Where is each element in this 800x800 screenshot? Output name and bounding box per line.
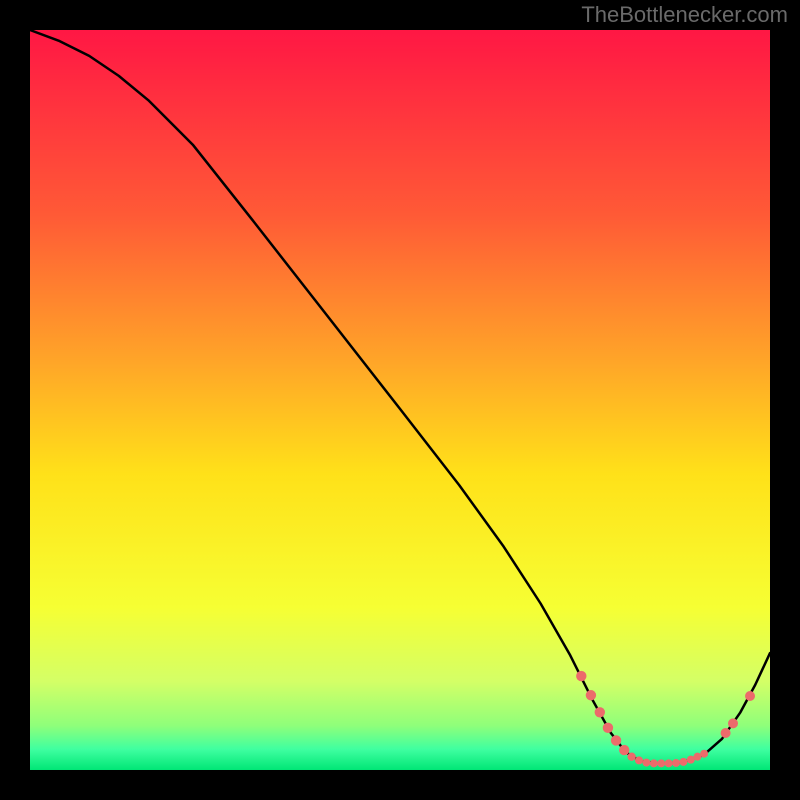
watermark-label: TheBottlenecker.com <box>581 2 788 27</box>
curve-marker <box>721 728 731 738</box>
curve-marker <box>665 759 673 767</box>
curve-marker <box>728 718 738 728</box>
curve-marker <box>603 723 613 733</box>
gradient-background <box>30 30 770 770</box>
chart-frame: TheBottlenecker.com <box>0 0 800 800</box>
curve-marker <box>586 690 596 700</box>
curve-marker <box>595 707 605 717</box>
curve-marker <box>576 671 586 681</box>
curve-marker <box>635 756 643 764</box>
curve-marker <box>650 759 658 767</box>
curve-marker <box>611 735 621 745</box>
curve-marker <box>657 759 665 767</box>
curve-marker <box>619 745 629 755</box>
chart-svg: TheBottlenecker.com <box>0 0 800 800</box>
curve-marker <box>672 759 680 767</box>
curve-marker <box>745 691 755 701</box>
curve-marker <box>642 759 650 767</box>
curve-marker <box>627 752 635 760</box>
curve-marker <box>679 758 687 766</box>
curve-marker <box>700 750 708 758</box>
